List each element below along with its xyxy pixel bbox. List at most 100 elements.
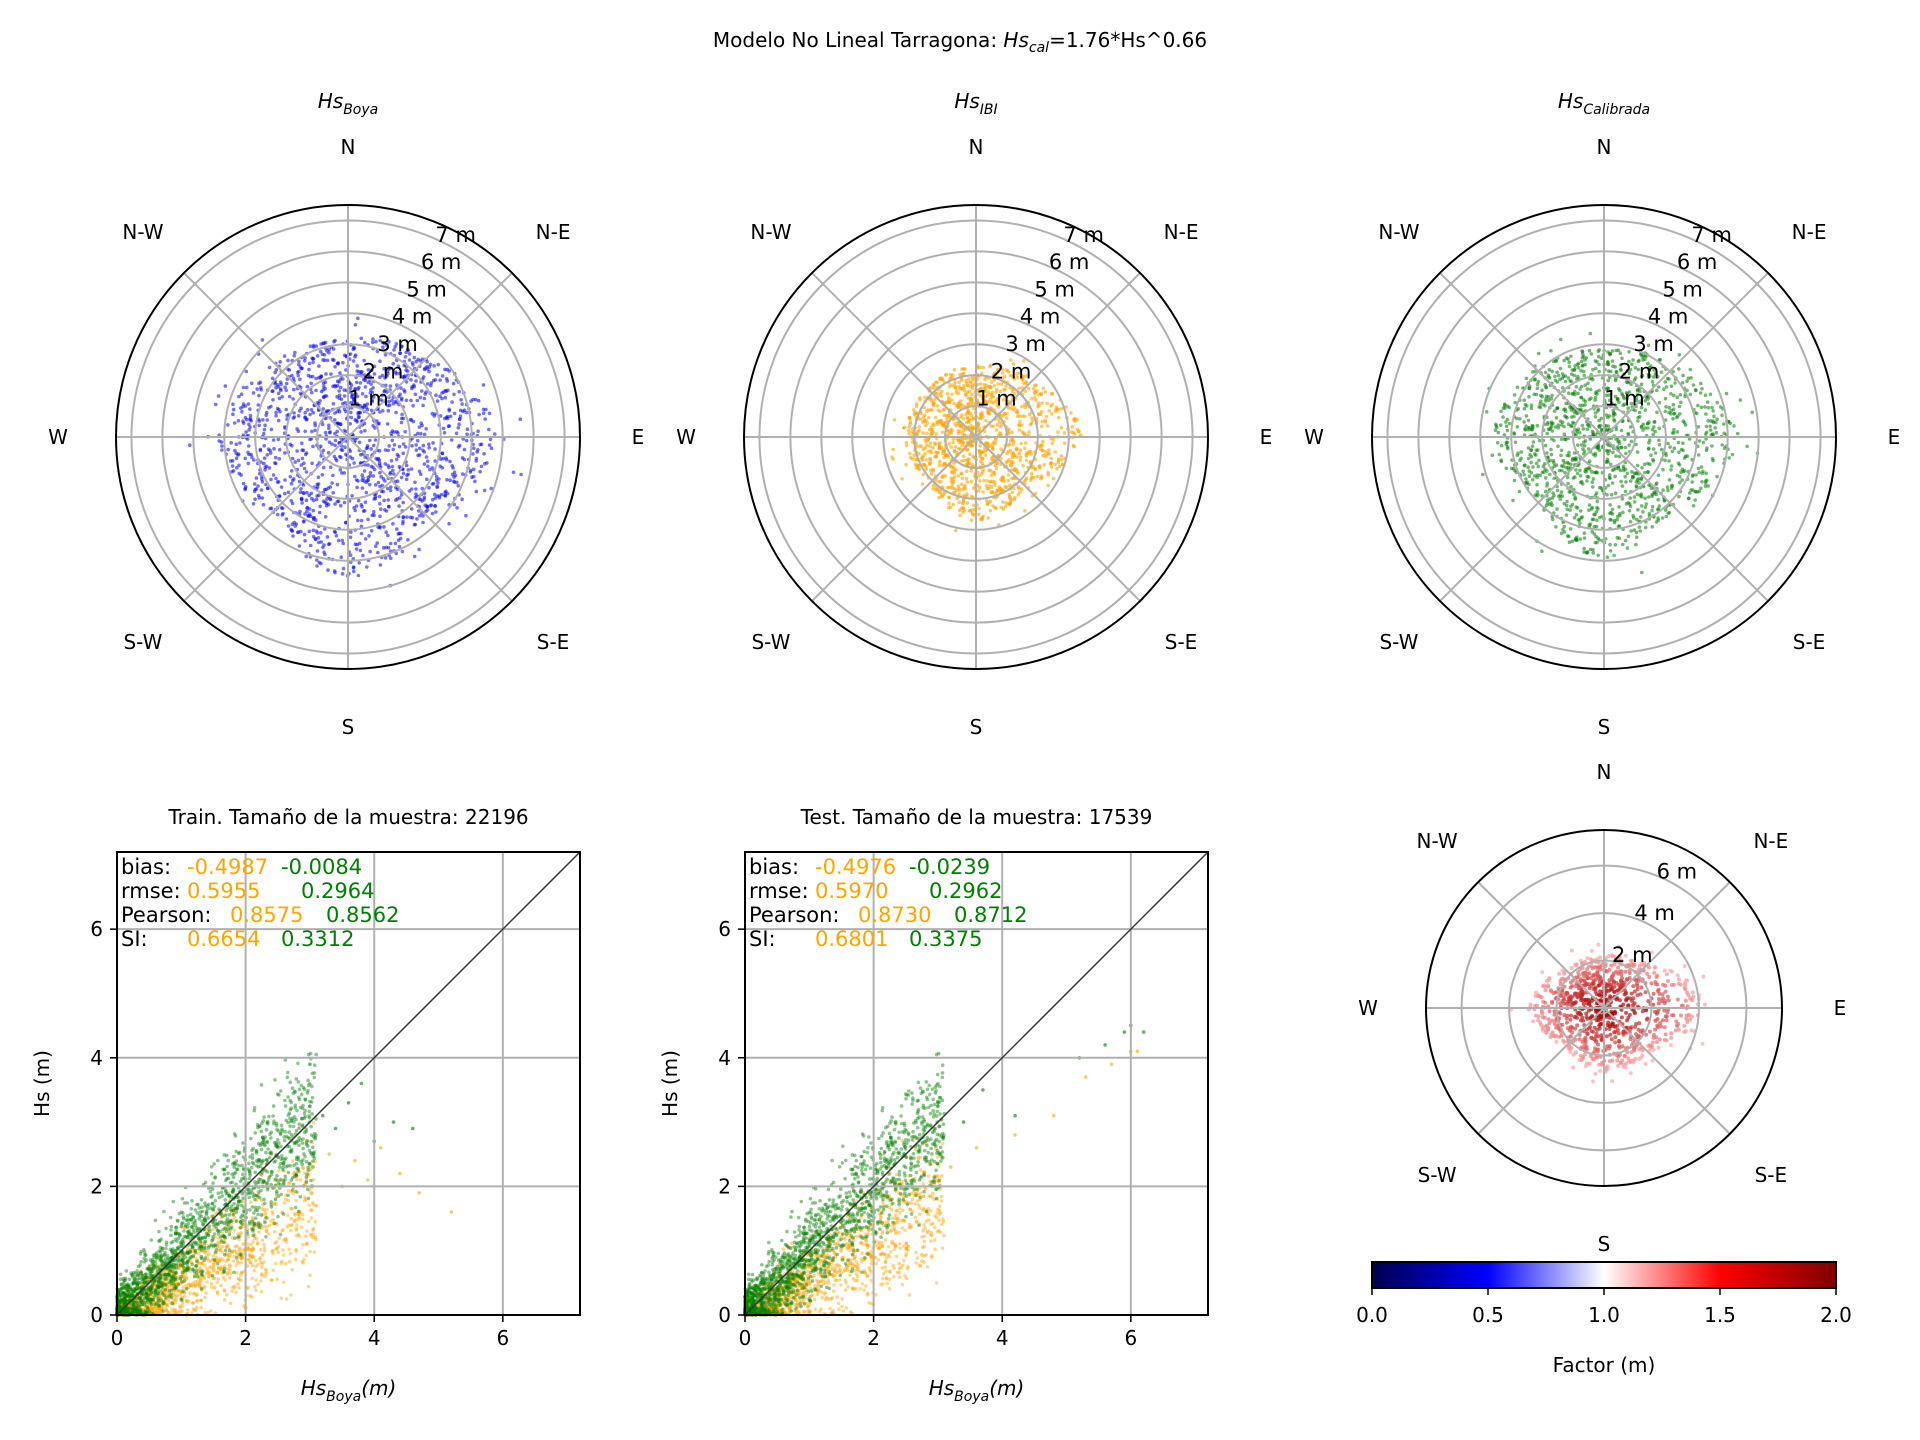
data-point [378, 514, 382, 519]
compass-label-n: N [1597, 760, 1612, 784]
data-point [325, 358, 330, 363]
polar-boya-points [188, 316, 523, 588]
data-point [1543, 988, 1548, 993]
data-point [965, 415, 970, 420]
data-point [327, 423, 331, 428]
data-point [1639, 985, 1644, 990]
data-point [956, 401, 961, 406]
data-point [350, 456, 355, 461]
data-point [1546, 1027, 1551, 1032]
data-point [1650, 525, 1655, 529]
data-point [326, 451, 331, 455]
data-point [1689, 376, 1693, 380]
data-point [359, 524, 364, 529]
data-point [362, 469, 367, 473]
data-point [405, 369, 410, 373]
data-point [1585, 956, 1590, 961]
data-point [928, 460, 932, 464]
data-point [427, 369, 431, 374]
data-point [1651, 447, 1656, 451]
data-point [908, 422, 912, 427]
data-point [1564, 401, 1568, 406]
data-point [1585, 474, 1590, 479]
data-point [360, 504, 364, 509]
data-point [1627, 443, 1631, 447]
data-point [1531, 440, 1536, 444]
data-point [1596, 507, 1600, 511]
data-point [1575, 991, 1580, 996]
data-point [368, 438, 372, 443]
data-point [945, 391, 950, 396]
data-point [1017, 428, 1022, 432]
data-point [1627, 971, 1632, 976]
data-point [1618, 978, 1623, 983]
data-point [1527, 395, 1531, 399]
data-point [1564, 465, 1568, 470]
data-point [1541, 464, 1546, 469]
data-point [1662, 1025, 1667, 1030]
data-point [1657, 426, 1662, 431]
data-point [937, 442, 941, 447]
data-point [1049, 404, 1053, 408]
radial-tick-label: 6 m [1657, 859, 1698, 883]
polar-frame [115, 204, 581, 670]
data-point [401, 451, 406, 456]
data-point [280, 395, 285, 399]
data-point [934, 454, 939, 459]
data-point [297, 409, 302, 413]
data-point [448, 478, 453, 483]
angular-grid-line [811, 272, 977, 438]
data-point [1592, 512, 1596, 517]
data-point [1550, 503, 1554, 508]
data-point [314, 376, 318, 381]
data-point [956, 391, 961, 396]
data-point [1691, 504, 1696, 508]
data-point [1004, 504, 1008, 509]
data-point [1537, 458, 1541, 463]
data-point [464, 513, 468, 518]
data-point [381, 345, 385, 350]
data-point [1545, 501, 1550, 505]
data-point [956, 404, 960, 409]
data-point [260, 477, 264, 481]
data-point [1738, 398, 1743, 402]
data-point [1620, 497, 1625, 501]
radial-tick-label: 7 m [435, 223, 476, 247]
angular-grid-line [1603, 436, 1769, 602]
data-point [482, 452, 486, 456]
data-point [926, 437, 931, 442]
data-point [1505, 440, 1510, 445]
data-point [1559, 437, 1564, 442]
data-point [1024, 454, 1029, 458]
data-point [271, 398, 275, 402]
compass-label-se: S-E [1755, 1163, 1788, 1187]
data-point [969, 469, 973, 473]
data-point [1597, 1062, 1602, 1067]
data-point [1654, 492, 1659, 497]
data-point [1583, 399, 1588, 404]
data-point [1534, 453, 1538, 457]
data-point [315, 549, 320, 553]
data-point [1693, 388, 1698, 392]
data-point [338, 371, 342, 375]
compass-label-n: N [1597, 135, 1612, 159]
data-point [958, 438, 962, 443]
data-point [378, 471, 382, 475]
data-point [1552, 1022, 1557, 1026]
data-point [1646, 470, 1650, 475]
data-point [328, 465, 333, 470]
data-point [352, 461, 356, 465]
data-point [904, 443, 909, 448]
data-point [258, 380, 263, 385]
data-point [1565, 507, 1569, 512]
data-point [394, 342, 399, 346]
data-point [1657, 504, 1662, 508]
data-point [1667, 405, 1672, 410]
data-point [962, 458, 967, 463]
data-point [358, 410, 363, 415]
data-point [1018, 458, 1022, 463]
data-point [1556, 373, 1561, 378]
data-point [1582, 373, 1586, 378]
data-point [1547, 976, 1552, 981]
data-point [427, 445, 432, 450]
